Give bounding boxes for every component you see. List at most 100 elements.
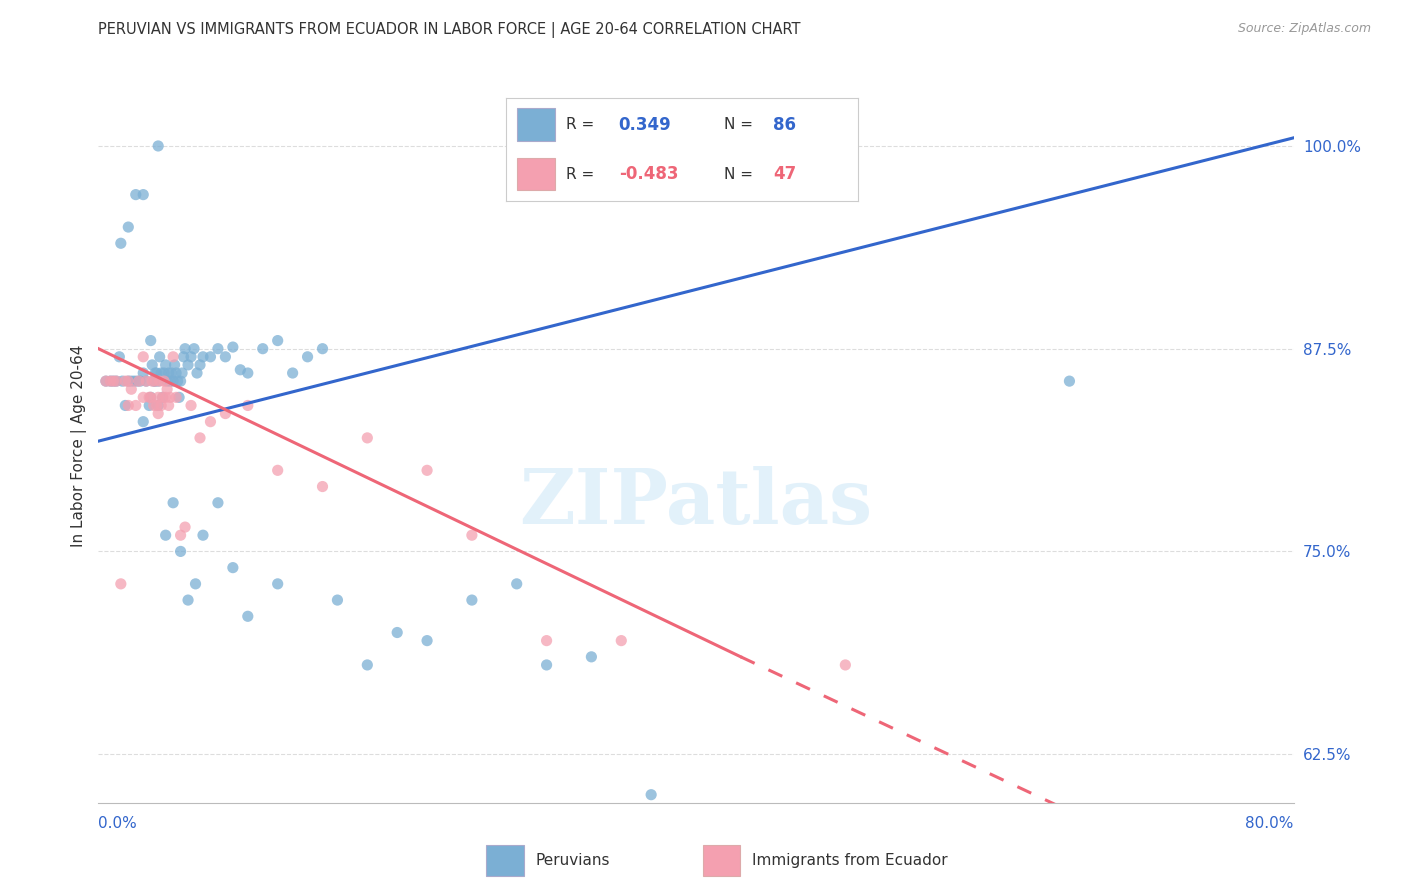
Point <box>174 520 197 534</box>
Point <box>157 399 180 413</box>
Point <box>139 390 162 404</box>
Point <box>536 657 558 672</box>
Text: R =: R = <box>565 117 595 132</box>
Point <box>110 577 132 591</box>
Point <box>188 431 211 445</box>
Point <box>326 593 349 607</box>
Point <box>142 399 165 413</box>
Point <box>184 577 207 591</box>
Bar <box>703 846 740 876</box>
Point <box>153 374 176 388</box>
Point <box>163 358 186 372</box>
Point <box>125 399 148 413</box>
Point <box>200 350 222 364</box>
Point <box>159 374 181 388</box>
Point <box>120 382 142 396</box>
Point <box>155 390 177 404</box>
Point <box>94 374 117 388</box>
Point <box>135 374 157 388</box>
Point <box>132 187 155 202</box>
Point <box>142 374 165 388</box>
Point <box>150 399 173 413</box>
Point <box>173 350 195 364</box>
Point <box>132 350 155 364</box>
Point <box>834 657 856 672</box>
Point <box>135 374 157 388</box>
Point <box>183 342 205 356</box>
Point <box>191 350 214 364</box>
Point <box>128 374 150 388</box>
Point <box>105 374 128 388</box>
Point <box>581 649 603 664</box>
Point <box>150 366 173 380</box>
Point <box>139 390 162 404</box>
Point <box>125 187 148 202</box>
Point <box>143 374 166 388</box>
Text: N =: N = <box>724 167 754 182</box>
Point <box>159 390 181 404</box>
Point <box>165 366 187 380</box>
Point <box>222 560 245 574</box>
Point <box>222 340 245 354</box>
Point <box>311 479 333 493</box>
Point <box>311 342 333 356</box>
Point <box>103 374 125 388</box>
Point <box>132 415 155 429</box>
Point <box>297 350 319 364</box>
Point <box>685 836 707 850</box>
Point <box>167 390 190 404</box>
Text: ZIPatlas: ZIPatlas <box>519 467 873 540</box>
Point <box>148 139 170 153</box>
Point <box>152 390 174 404</box>
Point <box>127 374 149 388</box>
Point <box>141 374 163 388</box>
Point <box>148 374 170 388</box>
Point <box>186 366 208 380</box>
Point <box>117 374 139 388</box>
Point <box>610 633 633 648</box>
Point <box>229 363 252 377</box>
Point <box>157 366 180 380</box>
Point <box>117 374 139 388</box>
Point <box>120 374 142 388</box>
Point <box>252 342 274 356</box>
Point <box>177 593 200 607</box>
Point <box>152 390 174 404</box>
Point <box>98 374 122 388</box>
Point <box>169 528 191 542</box>
Point <box>114 374 136 388</box>
Text: Peruvians: Peruvians <box>536 854 610 868</box>
Text: Source: ZipAtlas.com: Source: ZipAtlas.com <box>1237 22 1371 36</box>
Point <box>180 350 202 364</box>
Point <box>132 390 155 404</box>
Point <box>174 342 197 356</box>
Point <box>166 374 188 388</box>
Point <box>207 496 229 510</box>
Text: 0.0%: 0.0% <box>98 816 138 831</box>
Point <box>153 366 176 380</box>
Point <box>188 358 211 372</box>
Point <box>214 407 236 421</box>
Point <box>156 374 179 388</box>
Point <box>117 220 139 235</box>
Point <box>162 374 184 388</box>
Text: Immigrants from Ecuador: Immigrants from Ecuador <box>752 854 948 868</box>
Bar <box>517 108 555 141</box>
Point <box>162 350 184 364</box>
Point <box>156 382 179 396</box>
Point <box>506 577 529 591</box>
Point <box>138 399 160 413</box>
Bar <box>486 846 523 876</box>
Point <box>94 374 117 388</box>
Point <box>114 399 136 413</box>
Point <box>139 334 162 348</box>
Point <box>236 609 259 624</box>
Point <box>356 657 378 672</box>
Point <box>103 374 125 388</box>
Text: N =: N = <box>724 117 754 132</box>
Point <box>461 593 484 607</box>
Point <box>172 366 194 380</box>
Y-axis label: In Labor Force | Age 20-64: In Labor Force | Age 20-64 <box>72 345 87 547</box>
Point <box>267 577 290 591</box>
Text: PERUVIAN VS IMMIGRANTS FROM ECUADOR IN LABOR FORCE | AGE 20-64 CORRELATION CHART: PERUVIAN VS IMMIGRANTS FROM ECUADOR IN L… <box>98 22 801 38</box>
